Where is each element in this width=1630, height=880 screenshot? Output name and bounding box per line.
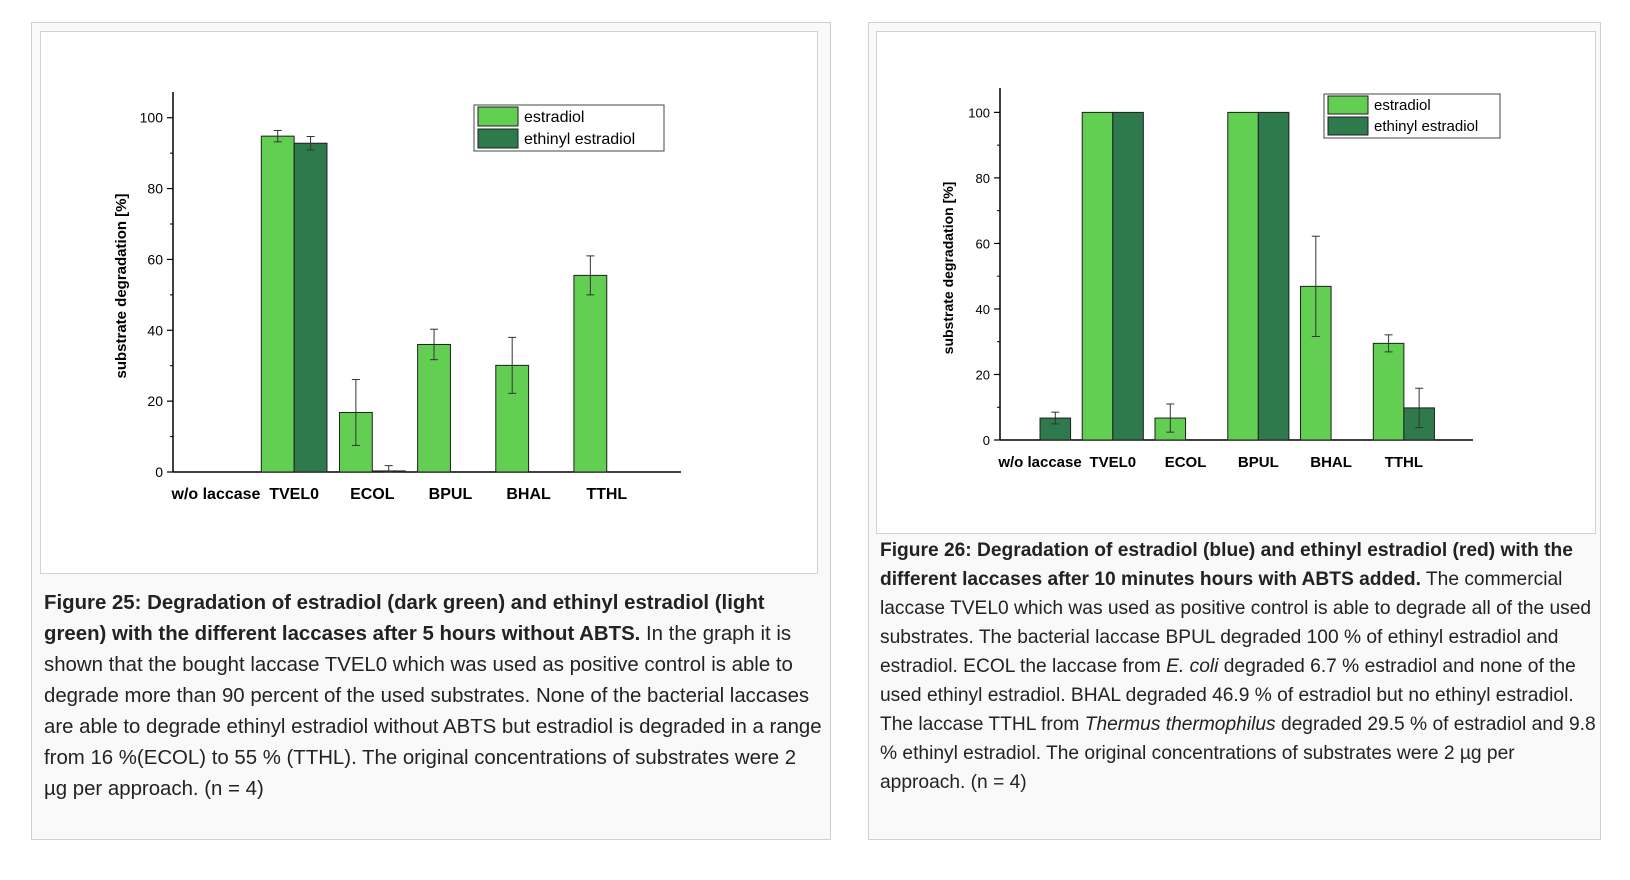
legend-swatch-ethinyl-estradiol	[1327, 116, 1369, 136]
x-tick-label: w/o laccase	[171, 486, 261, 503]
bar-ethinyl-estradiol	[1257, 111, 1290, 441]
bar-ethinyl-estradiol	[293, 142, 328, 473]
bar-estradiol	[1372, 342, 1405, 441]
figure-26-caption-title: Figure 26: Degradation of estradiol (blu…	[880, 540, 1573, 590]
x-tick-label: BPUL	[429, 486, 473, 503]
x-tick-label: ECOL	[350, 486, 395, 503]
y-tick-label: 0	[983, 433, 990, 448]
y-tick-label: 100	[140, 110, 164, 126]
figure-25-caption-text: In the graph it is shown that the bought…	[44, 623, 822, 800]
figure-25-caption: Figure 25: Degradation of estradiol (dar…	[44, 588, 824, 805]
figure-26-chart: 0 20 40 60 80 100 substrate degradation [%] w/o…	[940, 88, 1501, 471]
figure-26-caption: Figure 26: Degradation of estradiol (blu…	[880, 536, 1596, 797]
y-tick-label: 20	[147, 393, 163, 409]
x-tick-label: TVEL0	[1089, 454, 1136, 471]
bar-estradiol	[260, 135, 295, 473]
y-tick-label: 20	[976, 367, 990, 382]
figure-26-caption-text-2: degraded 6.7 % estradiol and none of the…	[880, 656, 1576, 735]
legend-swatch-estradiol	[477, 106, 519, 127]
bar-estradiol	[573, 274, 608, 473]
figure-26-caption-italic-2: Thermus thermophilus	[1084, 714, 1276, 735]
bar-ethinyl-estradiol	[1112, 111, 1144, 441]
legend-swatch-estradiol	[1327, 95, 1369, 115]
legend-swatch-ethinyl-estradiol	[477, 128, 519, 149]
x-tick-label: BPUL	[1238, 454, 1279, 471]
y-axis-label: substrate degradation [%]	[113, 193, 130, 378]
legend-label: estradiol	[524, 109, 584, 126]
figure-26-caption-text-1: The commercial laccase TVEL0 which was u…	[880, 569, 1592, 677]
legend-label: ethinyl estradiol	[524, 131, 635, 148]
figure-26-caption-text-3: degraded 29.5 % of estradiol and 9.8 % e…	[880, 714, 1596, 793]
x-tick-label: TVEL0	[269, 486, 319, 503]
bar-estradiol	[417, 343, 451, 473]
figure-26-caption-italic-1: E. coli	[1166, 656, 1219, 677]
y-tick-label: 80	[147, 181, 163, 197]
x-tick-label: BHAL	[1310, 454, 1352, 471]
figure-25-chart: 0 20 40 60 80 100 substrate degradation [%] w/o…	[113, 92, 681, 503]
y-tick-label: 80	[976, 171, 990, 186]
x-tick-label: BHAL	[506, 486, 551, 503]
x-tick-label: w/o laccase	[997, 454, 1081, 471]
bar-estradiol	[1081, 111, 1114, 441]
legend-label: estradiol	[1374, 97, 1431, 114]
y-tick-label: 0	[155, 464, 163, 480]
figure-25-caption-title: Figure 25: Degradation of estradiol (dar…	[44, 592, 765, 645]
y-tick-label: 60	[976, 236, 990, 251]
legend-label: ethinyl estradiol	[1374, 118, 1478, 135]
y-tick-label: 40	[976, 302, 990, 317]
x-tick-label: TTHL	[586, 486, 627, 503]
figure-26-panel: 0 20 40 60 80 100 substrate degradation [%] w/o…	[868, 22, 1601, 840]
y-tick-label: 60	[147, 251, 163, 267]
x-tick-label: ECOL	[1165, 454, 1207, 471]
y-tick-label: 100	[968, 105, 990, 120]
figure-26-chart-frame: 0 20 40 60 80 100 substrate degradation [%] w/o…	[876, 31, 1596, 534]
y-axis-label: substrate degradation [%]	[940, 182, 956, 355]
y-tick-label: 40	[147, 322, 163, 338]
x-tick-label: TTHL	[1385, 454, 1423, 471]
bar-estradiol	[1227, 111, 1259, 441]
figure-25-panel: 0 20 40 60 80 100 substrate degradation [%] w/o…	[31, 22, 831, 840]
figure-25-chart-frame: 0 20 40 60 80 100 substrate degradation [%] w/o…	[40, 31, 818, 574]
